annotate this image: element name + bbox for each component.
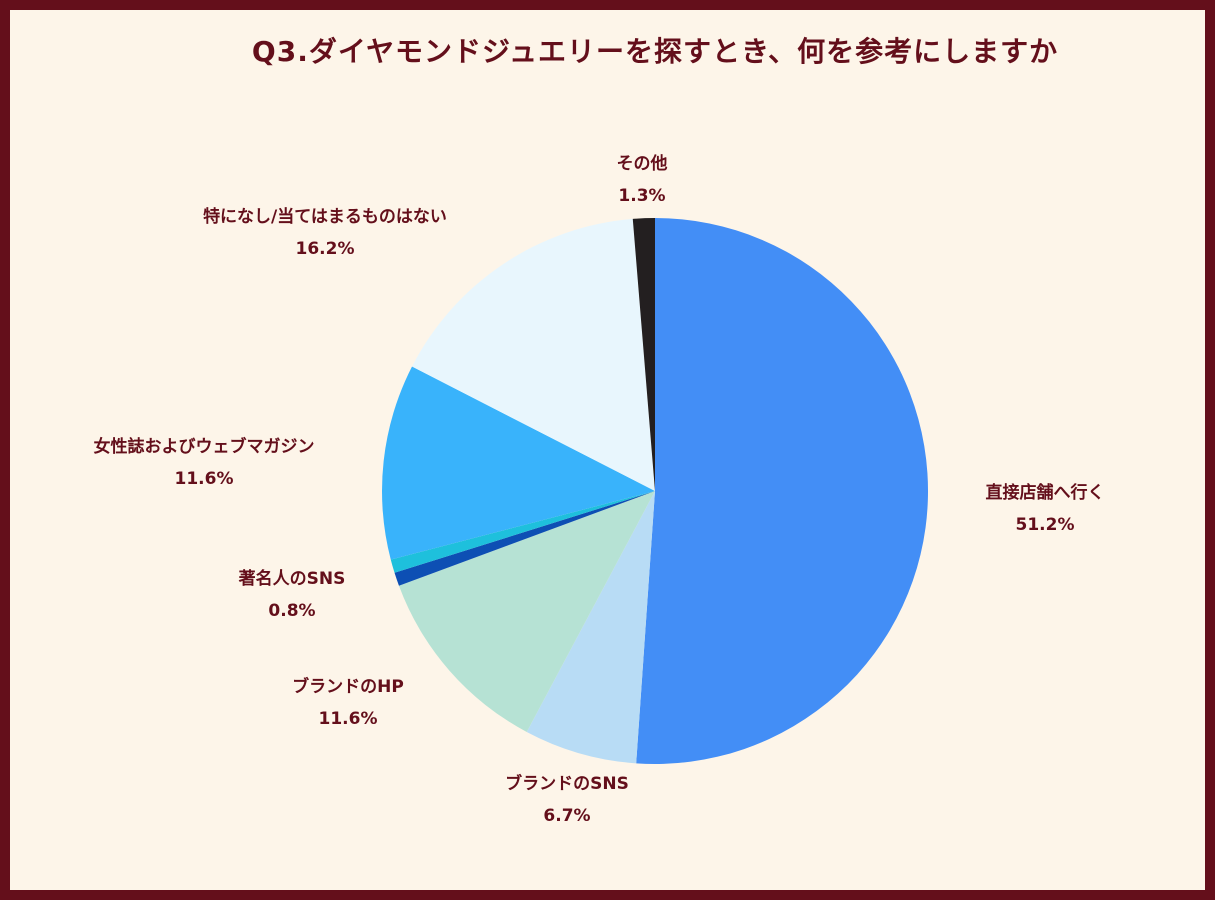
slice-value-label-6: 16.2% — [296, 239, 355, 259]
pie-slice-5 — [382, 366, 655, 560]
slice-label-0: 直接店舗へ行く — [986, 482, 1105, 503]
pie-slice-3 — [394, 491, 655, 586]
slice-value-label-3: 0.8% — [268, 601, 315, 621]
slice-label-3: 著名人のSNS — [239, 568, 346, 589]
pie-slices — [382, 218, 929, 764]
slice-label-1: ブランドのSNS — [505, 773, 629, 794]
slice-value-label-1: 6.7% — [543, 806, 590, 826]
slice-label-5: 女性誌およびウェブマガジン — [94, 436, 315, 457]
slice-label-7: その他 — [617, 153, 668, 174]
slice-value-label-7: 1.3% — [618, 186, 665, 206]
slice-value-label-2: 11.6% — [319, 709, 378, 729]
pie-labels: 直接店舗へ行く 51.2% ブランドのSNS 6.7% ブランドのHP 11.6% 著名人の… — [94, 153, 1105, 826]
chart-title: Q3.ダイヤモンドジュエリーを探すとき、何を参考にしますか — [251, 35, 1059, 68]
pie-slice-0 — [636, 218, 929, 764]
slice-label-2: ブランドのHP — [292, 676, 404, 697]
pie-slice-6 — [412, 218, 655, 491]
slice-value-label-5: 11.6% — [175, 469, 234, 489]
pie-slice-7 — [632, 218, 655, 491]
slice-label-6: 特になし/当てはまるものはない — [203, 206, 447, 227]
pie-slice-1 — [526, 491, 655, 764]
pie-slice-4 — [390, 491, 655, 573]
pie-slice-2 — [398, 491, 655, 732]
slice-value-label-0: 51.2% — [1016, 515, 1075, 535]
